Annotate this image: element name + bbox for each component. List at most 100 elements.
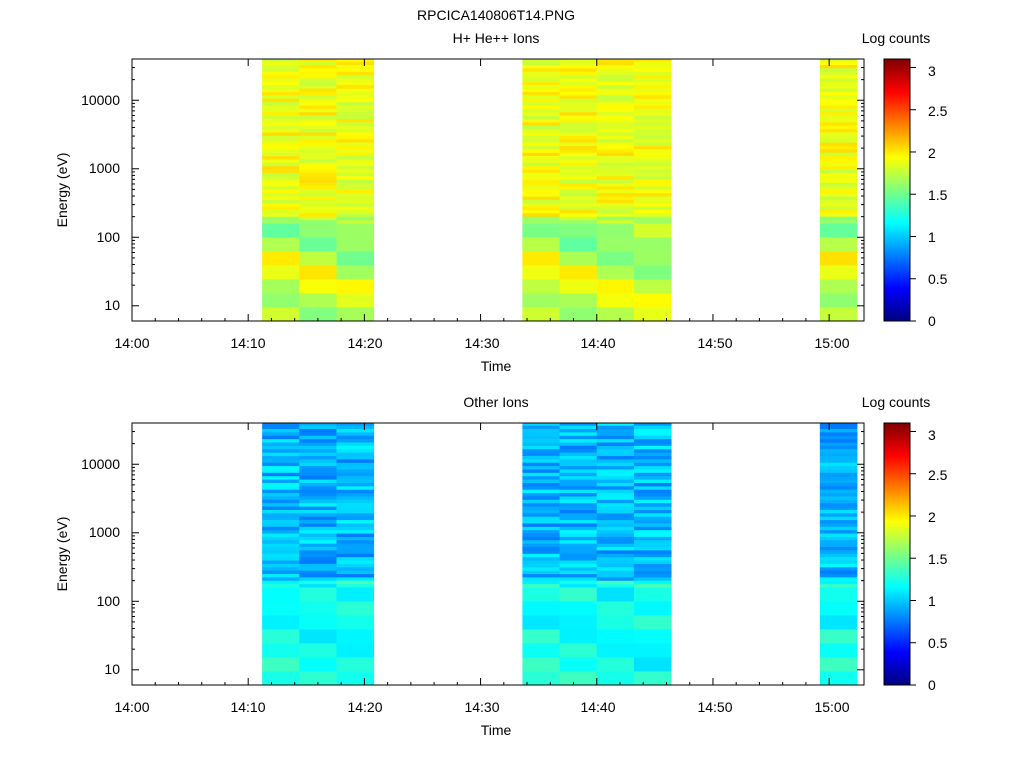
- heatmap-cell: [299, 423, 337, 426]
- heatmap-cell: [559, 307, 598, 322]
- heatmap-cell: [819, 182, 858, 187]
- heatmap-cell: [559, 61, 598, 65]
- heatmap-cell: [819, 98, 858, 103]
- heatmap-cell: [522, 536, 560, 541]
- heatmap-cell: [336, 132, 375, 136]
- heatmap-cell: [522, 101, 560, 106]
- heatmap-cell: [596, 125, 635, 130]
- heatmap-cell: [299, 148, 337, 153]
- heatmap-cell: [559, 251, 598, 266]
- heatmap-cell: [633, 482, 672, 487]
- heatmap-cell: [336, 570, 375, 575]
- y-tick-label: 100: [97, 593, 121, 609]
- heatmap-cell: [299, 458, 337, 463]
- heatmap-cell: [262, 101, 300, 106]
- heatmap-cell: [633, 152, 672, 157]
- heatmap-cell: [262, 74, 300, 79]
- heatmap-cell: [262, 192, 300, 197]
- heatmap-cell: [522, 643, 560, 658]
- heatmap-cell: [596, 516, 635, 521]
- heatmap-cell: [299, 142, 337, 146]
- heatmap-cell: [633, 138, 672, 143]
- heatmap-cell: [299, 643, 337, 658]
- heatmap-cell: [819, 469, 858, 473]
- heatmap-cell: [299, 502, 337, 507]
- heatmap-cell: [522, 121, 560, 126]
- heatmap-cell: [336, 152, 375, 157]
- heatmap-cell: [336, 175, 375, 180]
- heatmap-cell: [633, 111, 672, 116]
- heatmap-cell: [522, 482, 560, 487]
- heatmap-cell: [522, 529, 560, 534]
- heatmap-cell: [559, 546, 598, 551]
- heatmap-cell: [819, 615, 858, 630]
- heatmap-cell: [522, 509, 560, 514]
- colorbar-gradient: [884, 59, 910, 321]
- heatmap-cell: [559, 84, 598, 89]
- y-tick-label: 1000: [89, 160, 120, 176]
- heatmap-cell: [262, 576, 300, 581]
- x-tick-label: 14:10: [230, 335, 265, 351]
- heatmap-cell: [633, 448, 672, 453]
- heatmap-cell: [819, 442, 858, 446]
- heatmap-cell: [596, 546, 635, 551]
- heatmap-cell: [299, 152, 337, 157]
- heatmap-cell: [299, 186, 337, 190]
- heatmap-cell: [633, 492, 672, 497]
- heatmap-cell: [336, 523, 375, 527]
- heatmap-cell: [522, 452, 560, 456]
- heatmap-cell: [299, 121, 337, 126]
- heatmap-cell: [819, 509, 858, 514]
- heatmap-cell: [522, 587, 560, 602]
- heatmap-cell: [299, 182, 337, 187]
- heatmap-cell: [633, 506, 672, 510]
- heatmap-cell: [336, 563, 375, 568]
- heatmap-cell: [262, 502, 300, 507]
- heatmap-cell: [559, 485, 598, 490]
- heatmap-cell: [559, 479, 598, 483]
- heatmap-cell: [596, 128, 635, 133]
- heatmap-cell: [299, 560, 337, 564]
- heatmap-cell: [559, 563, 598, 568]
- heatmap-cell: [559, 179, 598, 184]
- heatmap-cell: [633, 587, 672, 602]
- heatmap-cell: [299, 587, 337, 602]
- heatmap-cell: [336, 179, 375, 184]
- heatmap-cell: [819, 148, 858, 153]
- heatmap-cell: [522, 219, 560, 224]
- heatmap-cell: [819, 546, 858, 551]
- heatmap-cell: [559, 115, 598, 119]
- heatmap-cell: [522, 192, 560, 197]
- heatmap-cell: [596, 111, 635, 116]
- heatmap-cell: [299, 543, 337, 548]
- heatmap-cell: [633, 169, 672, 173]
- heatmap-cell: [299, 499, 337, 504]
- colorbar-tick-label: 1.5: [928, 187, 948, 203]
- heatmap-cell: [262, 566, 300, 571]
- heatmap-cell: [819, 186, 858, 190]
- heatmap-cell: [633, 206, 672, 211]
- heatmap-cell: [596, 115, 635, 119]
- heatmap-cell: [299, 88, 337, 92]
- heatmap-cell: [299, 428, 337, 433]
- heatmap-cell: [262, 169, 300, 173]
- heatmap-cell: [819, 121, 858, 126]
- heatmap-cell: [262, 71, 300, 76]
- heatmap-cell: [262, 98, 300, 103]
- heatmap-cell: [559, 452, 598, 456]
- heatmap-cell: [633, 78, 672, 82]
- heatmap-cell: [819, 219, 858, 224]
- heatmap-cell: [262, 472, 300, 477]
- heatmap-cell: [596, 209, 635, 214]
- heatmap-cell: [299, 462, 337, 467]
- heatmap-cell: [262, 512, 300, 517]
- heatmap-cell: [633, 425, 672, 429]
- heatmap-cell: [596, 445, 635, 450]
- heatmap-cell: [819, 101, 858, 106]
- plot-frame: [131, 58, 865, 322]
- heatmap-cell: [336, 189, 375, 194]
- heatmap-cell: [336, 78, 375, 82]
- heatmap-cell: [299, 465, 337, 470]
- heatmap-cell: [559, 101, 598, 106]
- heatmap-cell: [559, 135, 598, 140]
